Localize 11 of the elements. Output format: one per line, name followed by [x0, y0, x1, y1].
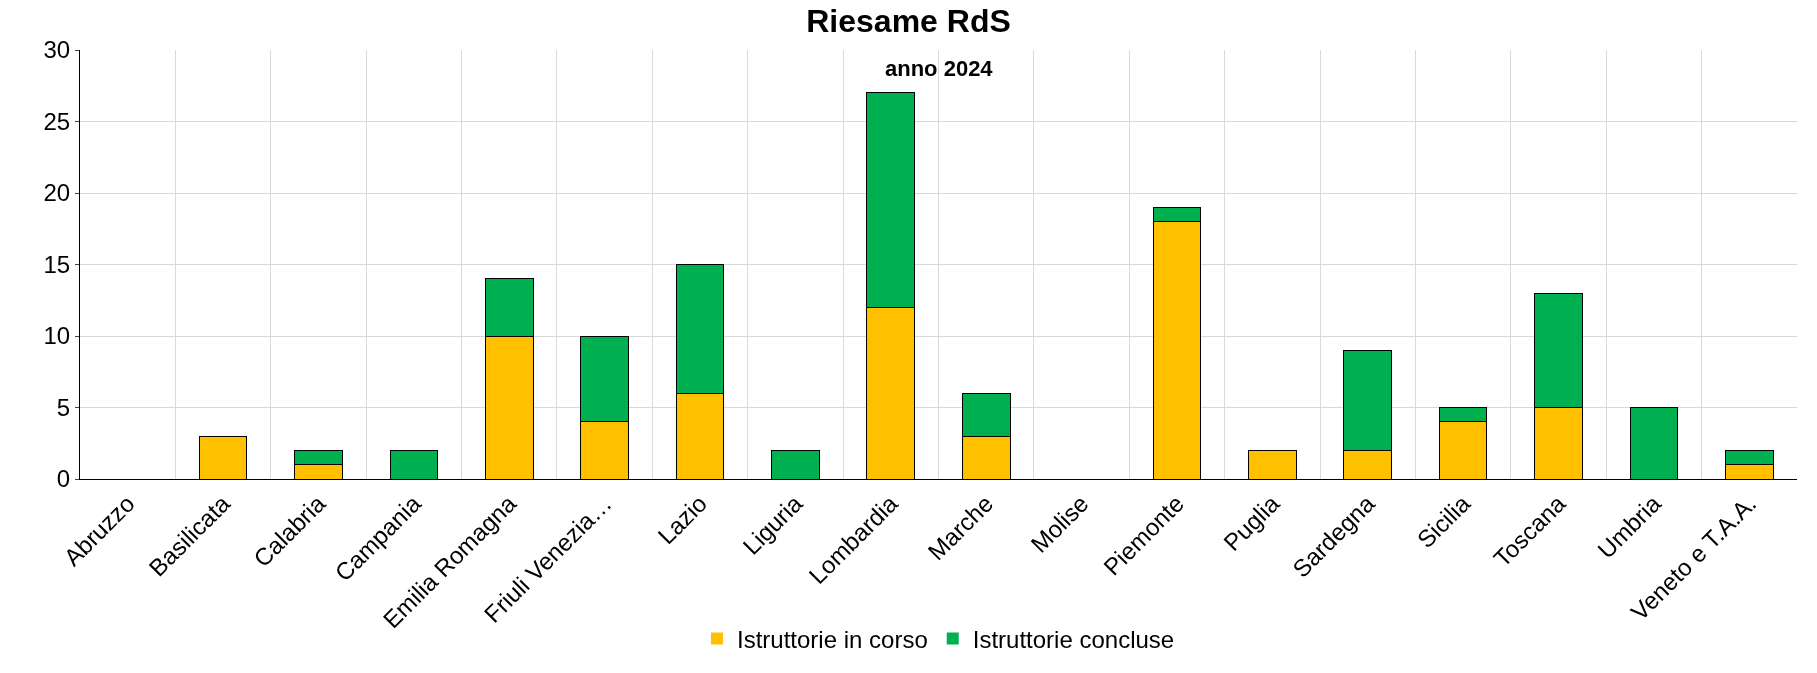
y-tick-label: 15: [43, 250, 71, 278]
legend-label: Istruttorie in corso: [737, 625, 928, 653]
y-tick-label: 5: [56, 393, 71, 421]
chart-title: Riesame RdS: [806, 3, 1011, 40]
y-tick-label: 25: [43, 107, 71, 135]
chart-subtitle: anno 2024: [885, 56, 994, 81]
y-tick-label: 20: [43, 179, 71, 207]
y-tick-label: 30: [43, 36, 71, 64]
legend-label: Istruttorie concluse: [972, 625, 1175, 653]
y-tick-label: 0: [56, 465, 71, 493]
y-tick-label: 10: [43, 322, 71, 350]
